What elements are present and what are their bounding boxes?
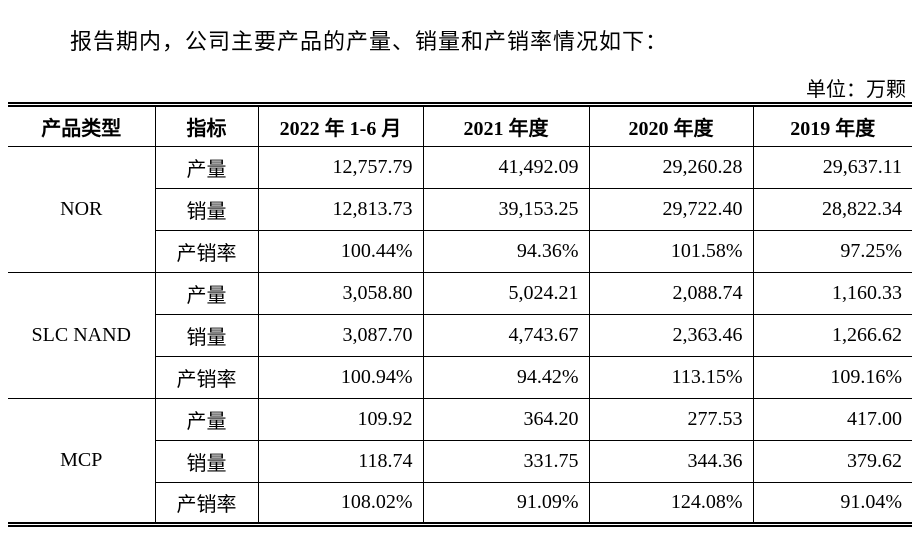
value-cell: 1,160.33 [752,272,912,315]
value-cell: 100.44% [257,230,424,273]
value-cell: 379.62 [752,440,912,483]
value-cell: 331.75 [422,440,590,483]
product-cell: MCP [8,398,156,525]
value-cell: 277.53 [588,398,754,441]
value-cell: 91.04% [752,482,912,525]
header-row: 产品类型 指标 2022 年 1-6 月 2021 年度 2020 年度 2019 年度 [8,104,912,147]
value-cell: 4,743.67 [422,314,590,357]
header-cell: 2021 年度 [422,104,590,147]
value-cell: 2,363.46 [588,314,754,357]
value-cell: 29,260.28 [588,146,754,189]
table-row: 产销率 108.02% 91.09% 124.08% 91.04% [8,482,912,525]
indicator-cell: 产销率 [155,482,259,525]
value-cell: 12,757.79 [257,146,424,189]
table-row: 产销率 100.44% 94.36% 101.58% 97.25% [8,230,912,273]
value-cell: 113.15% [588,356,754,399]
value-cell: 364.20 [422,398,590,441]
table-row: 销量 3,087.70 4,743.67 2,363.46 1,266.62 [8,314,912,357]
header-cell: 2022 年 1-6 月 [257,104,424,147]
value-cell: 91.09% [422,482,590,525]
value-cell: 101.58% [588,230,754,273]
value-cell: 29,722.40 [588,188,754,231]
value-cell: 109.92 [257,398,424,441]
table-body: NOR 产量 12,757.79 41,492.09 29,260.28 29,637.1… [8,146,912,525]
value-cell: 1,266.62 [752,314,912,357]
value-cell: 108.02% [257,482,424,525]
value-cell: 118.74 [257,440,424,483]
table-row: NOR 产量 12,757.79 41,492.09 29,260.28 29,637.1… [8,146,912,273]
header-cell: 指标 [154,104,259,147]
value-cell: 12,813.73 [257,188,424,231]
indicator-cell: 产量 [154,398,259,441]
value-cell: 94.42% [422,356,590,399]
intro-text: 报告期内，公司主要产品的产量、销量和产销率情况如下： [70,29,669,54]
value-cell: 41,492.09 [422,146,590,189]
table-row: SLC NAND 产量 3,058.80 5,024.21 2,088.74 1,160.… [8,272,912,399]
value-cell: 39,153.25 [422,188,590,231]
product-cell: NOR [8,146,156,273]
header-cell: 2019 年度 [752,104,912,147]
indicator-cell: 产量 [154,146,259,189]
value-cell: 100.94% [257,356,424,399]
value-cell: 3,058.80 [257,272,424,315]
indicator-cell: 产销率 [155,230,259,273]
value-cell: 94.36% [422,230,590,273]
indicator-cell: 销量 [155,188,259,231]
indicator-cell: 销量 [155,314,259,357]
value-cell: 29,637.11 [752,146,912,189]
header-cell: 产品类型 [8,104,156,147]
value-cell: 28,822.34 [752,188,912,231]
value-cell: 344.36 [588,440,754,483]
indicator-cell: 产销率 [155,356,259,399]
value-cell: 3,087.70 [257,314,424,357]
value-cell: 417.00 [752,398,912,441]
table-row: MCP 产量 109.92 364.20 277.53 417.00 [8,398,912,525]
indicator-cell: 销量 [155,440,259,483]
table-row: 产销率 100.94% 94.42% 113.15% 109.16% [8,356,912,399]
header-cell: 2020 年度 [588,104,754,147]
value-cell: 5,024.21 [422,272,590,315]
product-cell: SLC NAND [8,272,156,399]
value-cell: 124.08% [588,482,754,525]
production-table: 产品类型 指标 2022 年 1-6 月 2021 年度 2020 年度 2019 年度 … [8,102,912,527]
value-cell: 2,088.74 [588,272,754,315]
value-cell: 109.16% [752,356,912,399]
value-cell: 97.25% [752,230,912,273]
table-row: 销量 118.74 331.75 344.36 379.62 [8,440,912,483]
unit-label: 单位：万颗 [806,79,906,101]
indicator-cell: 产量 [154,272,259,315]
